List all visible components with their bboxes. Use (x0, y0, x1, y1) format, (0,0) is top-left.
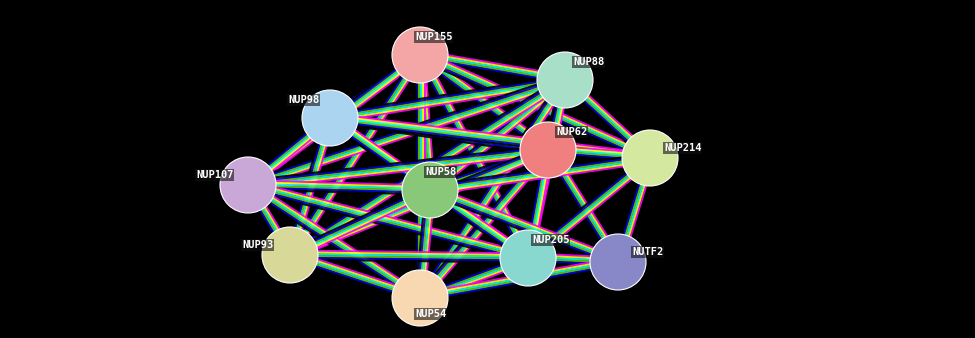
Circle shape (537, 52, 593, 108)
Circle shape (262, 227, 318, 283)
Text: NUP88: NUP88 (573, 57, 604, 67)
Circle shape (402, 162, 458, 218)
Text: NUP107: NUP107 (196, 170, 233, 180)
Circle shape (622, 130, 678, 186)
Text: NUTF2: NUTF2 (632, 247, 663, 257)
Text: NUP58: NUP58 (425, 167, 456, 177)
Text: NUP93: NUP93 (242, 240, 273, 250)
Circle shape (392, 270, 448, 326)
Circle shape (392, 27, 448, 83)
Circle shape (500, 230, 556, 286)
Text: NUP98: NUP98 (288, 95, 319, 105)
Text: NUP155: NUP155 (415, 32, 452, 42)
Circle shape (590, 234, 646, 290)
Circle shape (520, 122, 576, 178)
Text: NUP205: NUP205 (532, 235, 569, 245)
Circle shape (220, 157, 276, 213)
Text: NUP214: NUP214 (664, 143, 701, 153)
Text: NUP62: NUP62 (556, 127, 587, 137)
Circle shape (302, 90, 358, 146)
Text: NUP54: NUP54 (415, 309, 447, 319)
